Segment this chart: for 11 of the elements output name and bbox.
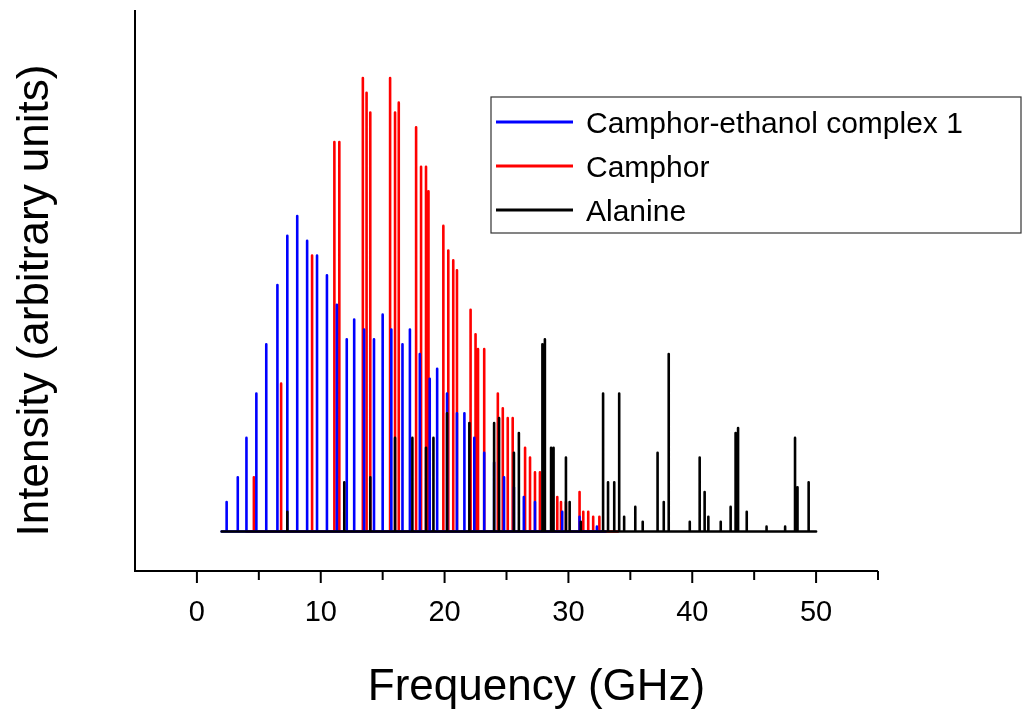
x-tick-label: 10 bbox=[304, 595, 337, 627]
x-axis-title: Frequency (GHz) bbox=[367, 660, 706, 709]
x-tick-label: 40 bbox=[676, 595, 709, 627]
legend-label: Camphor bbox=[586, 150, 710, 183]
legend-label: Alanine bbox=[586, 194, 687, 227]
x-tick-label: 50 bbox=[799, 595, 833, 627]
x-tick-label: 0 bbox=[188, 595, 205, 627]
y-axis-title: Intensity (arbitrary units) bbox=[8, 64, 57, 537]
x-tick-label: 30 bbox=[552, 595, 585, 627]
legend-label: Camphor-ethanol complex 1 bbox=[586, 106, 963, 139]
x-tick-label: 20 bbox=[428, 595, 461, 627]
